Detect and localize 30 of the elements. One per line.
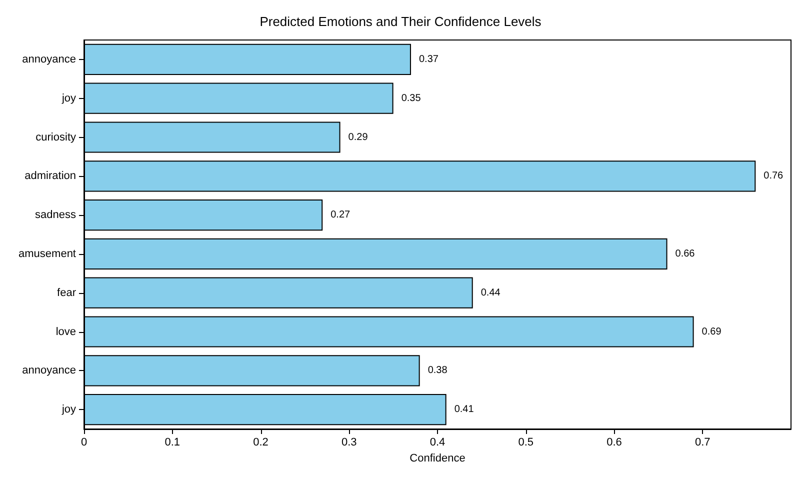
data-label: 0.41 <box>454 404 474 416</box>
y-tick-label: sadness <box>35 209 76 222</box>
x-tick-label: 0.7 <box>694 436 710 448</box>
data-label: 0.69 <box>702 326 722 338</box>
y-tick-label: joy <box>60 404 76 416</box>
x-tick-label: 0.3 <box>341 436 357 448</box>
data-label: 0.35 <box>401 92 422 104</box>
y-tick-label: fear <box>57 286 76 299</box>
x-tick-label: 0.2 <box>253 436 268 448</box>
y-tick-label: love <box>56 326 76 338</box>
data-label: 0.29 <box>348 132 368 143</box>
x-tick-label: 0.5 <box>518 436 534 448</box>
data-label: 0.44 <box>480 287 501 298</box>
data-label: 0.76 <box>764 170 784 182</box>
x-tick-label: 0 <box>80 436 88 448</box>
y-tick-label: admiration <box>24 170 76 182</box>
x-tick-label: 0.4 <box>430 436 446 448</box>
y-tick-label: amusement <box>18 248 76 260</box>
chart-title: Predicted Emotions and Their Confidence Levels <box>260 14 542 29</box>
data-label: 0.38 <box>428 365 448 376</box>
data-label: 0.66 <box>675 248 696 260</box>
x-tick-label: 0.6 <box>606 436 622 448</box>
x-axis-title: Confidence <box>410 452 466 464</box>
y-tick-label: joy <box>60 92 76 104</box>
data-label: 0.27 <box>330 210 351 221</box>
x-tick-label: 0.1 <box>164 436 180 448</box>
y-tick-label: curiosity <box>36 131 76 144</box>
y-tick-label: annoyance <box>22 364 76 377</box>
data-label: 0.37 <box>418 54 439 65</box>
y-tick-label: annoyance <box>22 53 76 66</box>
